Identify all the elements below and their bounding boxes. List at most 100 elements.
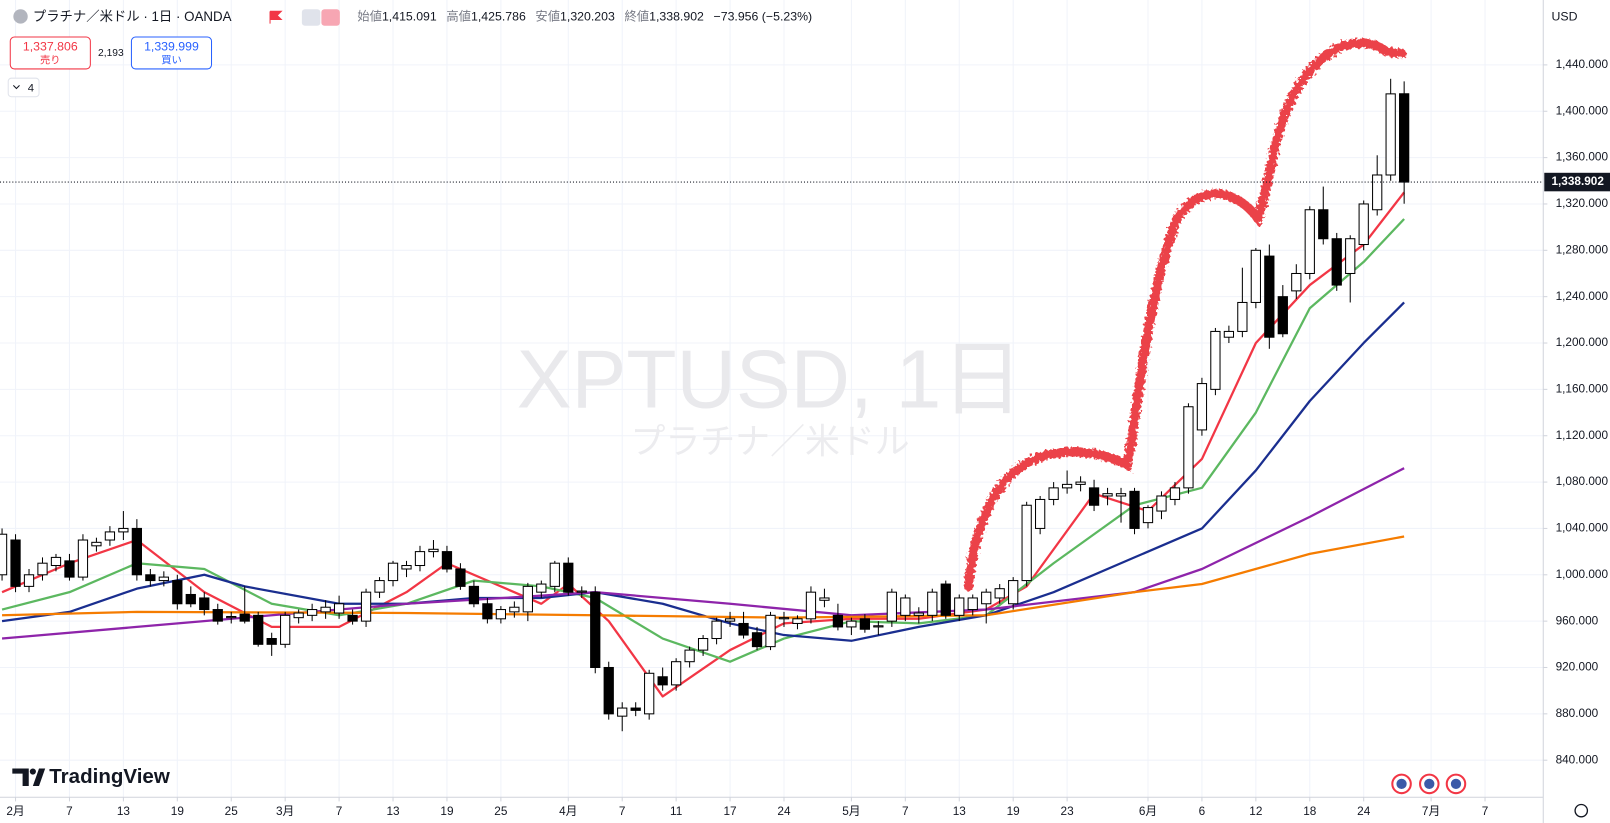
x-tick-label: 7 [902, 804, 909, 818]
candle-body [91, 541, 102, 547]
last-price-box [1544, 172, 1610, 192]
close-label: 終値 [624, 9, 649, 24]
candle-body [792, 618, 803, 624]
candle-body [374, 580, 385, 593]
candle-body [657, 676, 668, 686]
candle-body [1385, 93, 1396, 176]
candle-body [1399, 93, 1410, 183]
x-tick-label: 23 [1061, 804, 1075, 818]
buy-price: 1,339.999 [144, 40, 199, 54]
toggle-button[interactable] [321, 9, 340, 26]
candle-body [306, 609, 318, 616]
candle-body [401, 564, 412, 570]
candle-body [1075, 481, 1086, 485]
x-tick-label: 25 [494, 804, 508, 818]
low-value: 1,320.203 [560, 10, 615, 24]
candle-body [1277, 296, 1288, 335]
high-label: 高値 [446, 9, 471, 24]
candle-body [805, 591, 817, 620]
candle-body [10, 539, 21, 587]
candle-body [576, 590, 587, 593]
event-markers[interactable] [1391, 773, 1467, 795]
candle-body [886, 591, 897, 622]
spread: 2,193 [98, 48, 124, 59]
candle-body [226, 615, 237, 619]
candle-body [0, 533, 8, 576]
candle-body [765, 614, 776, 648]
x-tick-label: 13 [386, 804, 400, 818]
candle-body [239, 613, 250, 622]
y-tick-label: 1,400.000 [1556, 103, 1609, 117]
x-tick-label: 12 [1249, 804, 1262, 818]
candle-body [333, 603, 345, 614]
y-tick-label: 1,320.000 [1556, 196, 1609, 210]
candle-body [738, 622, 749, 636]
candle-body [1169, 487, 1181, 500]
sell-button[interactable] [9, 36, 91, 70]
sell-price: 1,337.806 [23, 40, 78, 54]
currency[interactable]: USD [1551, 10, 1577, 24]
open-value: 1,415.091 [382, 10, 437, 24]
candle-body [1183, 406, 1194, 489]
indicator-toggle[interactable] [7, 77, 40, 98]
candle-body [981, 591, 992, 605]
candle-body [630, 707, 641, 711]
candle-body [387, 562, 399, 582]
toggle-button[interactable] [301, 9, 321, 26]
buy-label: 買い [161, 54, 182, 66]
y-tick-label: 1,240.000 [1556, 289, 1609, 303]
candle-body [1331, 238, 1342, 286]
candle-body [185, 593, 196, 605]
logo-text[interactable]: TradingView [49, 765, 171, 788]
candle-body [1237, 301, 1248, 332]
moving-average-line [1, 191, 1406, 698]
candle-body [468, 585, 480, 605]
candle-body [927, 591, 938, 616]
axes: 840.000 880.000 920.000 960.000 1,000.000 1,0… [6, 57, 1608, 818]
flag-icon[interactable] [269, 10, 283, 24]
candles [0, 78, 1410, 732]
y-tick-label: 1,040.000 [1556, 521, 1609, 535]
candle-body [644, 672, 655, 715]
candle-body [1223, 330, 1235, 338]
x-tick-label: 2月 [6, 804, 24, 818]
x-tick-label: 7 [336, 804, 343, 818]
x-tick-label: 19 [1007, 804, 1020, 818]
candle-body [1115, 493, 1127, 497]
candle-body [563, 562, 574, 593]
candle-body [1156, 495, 1167, 512]
x-tick-label: 24 [1357, 804, 1371, 818]
candle-body [1210, 330, 1221, 390]
symbol-icon [13, 9, 28, 24]
x-tick-label: 3月 [276, 804, 294, 818]
x-tick-label: 7 [619, 804, 626, 818]
watermark-sub: プラチナ／米ドル [630, 423, 909, 462]
candle-body [212, 609, 223, 622]
candle-body [778, 617, 790, 620]
logo-dot [29, 768, 36, 775]
buy-button[interactable] [130, 36, 213, 70]
hand-drawn-annotation [963, 38, 1407, 592]
candle-body [118, 527, 129, 533]
candle-body [77, 539, 89, 578]
candle-body [913, 612, 924, 616]
ohlc-info: 始値1,415.091 高値1,425.786 安値1,320.203 終値1,… [357, 9, 812, 24]
moving-average-line [1, 218, 1405, 663]
indicator-count: 4 [28, 82, 34, 94]
candle-body [441, 551, 453, 570]
candle-body [819, 597, 830, 601]
symbol-title[interactable]: プラチナ／米ドル · 1日 · OANDA [33, 9, 232, 24]
x-tick-label: 24 [777, 804, 791, 818]
close-value: 1,338.902 [649, 10, 704, 24]
candle-body [954, 597, 965, 616]
candle-body [64, 560, 75, 578]
candle-body [684, 649, 695, 663]
candle-body [940, 583, 951, 616]
y-tick-label: 840.000 [1556, 752, 1599, 766]
candle-body [994, 588, 1005, 599]
candle-body [509, 606, 520, 613]
y-tick-label: 960.000 [1556, 613, 1599, 627]
settings-button[interactable] [1574, 803, 1589, 818]
